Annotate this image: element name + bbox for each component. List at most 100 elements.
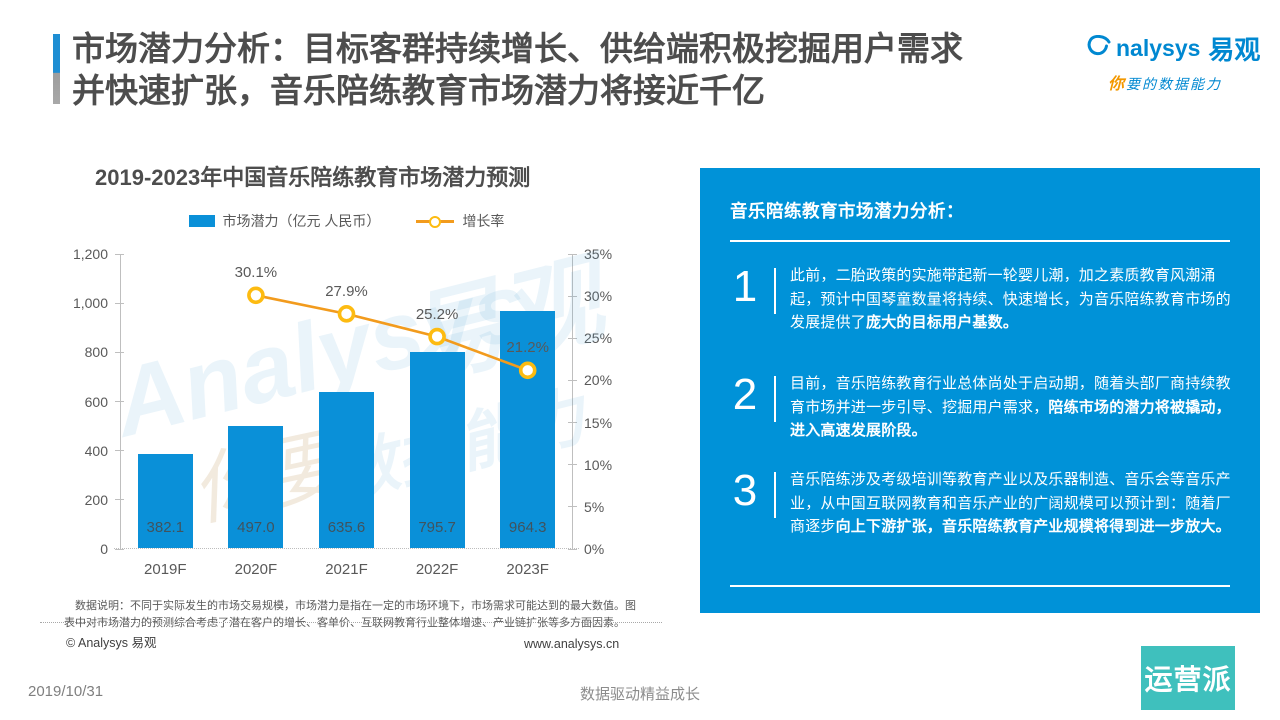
growth-rate-label: 30.1%: [234, 264, 278, 282]
x-axis-category-label: 2022F: [415, 561, 459, 578]
market-potential-bar: [228, 425, 284, 548]
note-divider: [40, 622, 662, 623]
right-axis-tick-label: 30%: [584, 288, 613, 305]
x-axis-category-label: 2021F: [325, 561, 368, 578]
point-number: 2: [732, 370, 758, 419]
left-axis-tick-label: 600: [84, 393, 108, 410]
point-text-normal: 音乐陪练涉及考级培训等教育产业以及乐器制造、音乐会等音乐产业，从中国互联网教育和…: [790, 471, 1231, 536]
market-potential-bar: [409, 352, 465, 548]
analysis-panel: 音乐陪练教育市场潜力分析： 1 此前，二胎政策的实施带起新一轮婴儿潮，加之素质教…: [700, 168, 1260, 613]
market-potential-bar: [500, 310, 556, 548]
chart-legend: 市场潜力（亿元 人民币） 增长率: [120, 211, 573, 231]
logo-tagline-rest: 要的数据能力: [1126, 76, 1223, 92]
right-axis-tick: [568, 379, 577, 381]
page-title: 市场潜力分析：目标客群持续增长、供给端积极挖掘用户需求 并快速扩张，音乐陪练教育…: [72, 30, 963, 109]
analysis-point-1: 1 此前，二胎政策的实施带起新一轮婴儿潮，加之素质教育风潮涌起，预计中国琴童数量…: [724, 262, 1236, 335]
point-text-bold: 庞大的目标用户基数。: [866, 314, 1019, 332]
slogan-text: 数据驱动精益成长: [579, 686, 700, 703]
legend-bar-swatch: [188, 215, 215, 227]
point-separator: [774, 472, 776, 518]
left-axis-tick-label: 1,000: [72, 295, 108, 312]
growth-rate-label: 27.9%: [325, 282, 368, 300]
right-axis-tick: [568, 464, 577, 466]
analysis-point-2: 2 目前，音乐陪练教育行业总体尚处于启动期，随着头部厂商持续教育市场并进一步引导…: [724, 370, 1236, 443]
website-text: www.analysys.cn: [524, 637, 620, 651]
panel-heading: 音乐陪练教育市场潜力分析：: [730, 201, 964, 221]
x-axis-category-label: 2019F: [144, 561, 187, 578]
bar-value-label: 635.6: [327, 519, 366, 536]
right-axis-tick-label: 35%: [584, 246, 613, 262]
point-separator: [774, 376, 776, 422]
logo-brand-cn: 易观: [1208, 35, 1261, 65]
title-accent-bar: [53, 34, 60, 104]
legend-item-market-potential: 市场潜力（亿元 人民币）: [188, 211, 381, 231]
right-axis-line: [572, 254, 573, 549]
analysys-logo: nalysys 易观 你要的数据能力: [1086, 30, 1266, 94]
x-axis-baseline: [114, 548, 579, 549]
left-axis-tick: [115, 302, 124, 304]
x-axis-category-label: 2023F: [506, 561, 549, 578]
right-axis-tick-label: 25%: [584, 330, 613, 347]
copyright-text: © Analysys 易观: [66, 636, 157, 650]
bar-value-label: 382.1: [146, 519, 185, 536]
point-separator: [774, 268, 776, 314]
yunyingpai-badge: 运营派: [1141, 646, 1235, 710]
chart-title: 2019-2023年中国音乐陪练教育市场潜力预测: [95, 165, 531, 190]
logo-tagline-accent: 你: [1108, 76, 1127, 93]
right-axis-tick: [568, 506, 577, 508]
panel-bottom-rule: [730, 585, 1230, 587]
right-axis-tick-label: 0%: [584, 541, 605, 557]
right-axis-tick: [568, 422, 577, 424]
point-text-normal: 目前，音乐陪练教育行业总体尚处于启动期，随着头部厂商持续教育市场并进一步引导、挖…: [790, 375, 1231, 416]
left-axis-tick: [115, 450, 124, 452]
right-axis-tick: [568, 548, 577, 550]
point-number: 1: [732, 262, 758, 311]
legend-line-label: 增长率: [462, 213, 505, 229]
point-text-bold: 陪练市场的潜力将被撬动，进入高速发展阶段。: [790, 398, 1231, 440]
panel-top-rule: [730, 240, 1230, 242]
market-potential-bar: [319, 391, 374, 548]
right-axis-tick-label: 20%: [584, 372, 613, 389]
growth-rate-line: [247, 286, 537, 380]
analysys-swoosh-icon: [1086, 35, 1112, 62]
point-text: 音乐陪练涉及考级培训等教育产业以及乐器制造、音乐会等音乐产业，从中国互联网教育和…: [790, 468, 1236, 539]
right-axis-tick-label: 5%: [584, 498, 605, 515]
left-axis-tick-label: 400: [84, 442, 108, 459]
growth-rate-label: 21.2%: [506, 339, 549, 357]
legend-line-swatch: [416, 215, 455, 228]
point-text-bold: 向上下游扩张，音乐陪练教育产业规模将得到进一步放大。: [835, 518, 1231, 536]
point-text: 此前，二胎政策的实施带起新一轮婴儿潮，加之素质教育风潮涌起，预计中国琴童数量将持…: [790, 264, 1236, 335]
right-axis-tick: [568, 253, 577, 255]
left-axis-tick: [115, 548, 124, 550]
point-number: 3: [732, 466, 758, 515]
left-axis-tick-label: 800: [84, 344, 108, 361]
bar-value-label: 964.3: [508, 519, 547, 536]
left-axis-tick-label: 200: [84, 491, 108, 508]
market-potential-bar: [137, 454, 193, 548]
right-axis-tick-label: 10%: [584, 456, 613, 473]
right-axis-tick-label: 15%: [584, 414, 613, 431]
logo-brand-text: nalysys: [1116, 35, 1201, 61]
point-text-normal: 此前，二胎政策的实施带起新一轮婴儿潮，加之素质教育风潮涌起，预计中国琴童数量将持…: [790, 267, 1231, 332]
legend-bar-label: 市场潜力（亿元 人民币）: [222, 213, 381, 229]
logo-tagline: 你要的数据能力: [1086, 70, 1266, 94]
left-axis-tick-label: 0: [100, 541, 108, 557]
left-axis-tick: [115, 499, 124, 501]
date-text: 2019/10/31: [28, 683, 104, 700]
right-axis-tick: [568, 337, 577, 339]
x-axis-category-label: 2020F: [234, 561, 278, 578]
bar-value-label: 497.0: [237, 519, 275, 536]
right-axis-tick: [568, 295, 577, 297]
left-axis-tick: [115, 401, 124, 402]
analysis-point-3: 3 音乐陪练涉及考级培训等教育产业以及乐器制造、音乐会等音乐产业，从中国互联网教…: [724, 466, 1236, 539]
legend-item-growth-rate: 增长率: [416, 211, 504, 231]
point-text: 目前，音乐陪练教育行业总体尚处于启动期，随着头部厂商持续教育市场并进一步引导、挖…: [790, 372, 1236, 443]
bar-value-label: 795.7: [418, 519, 456, 536]
plot-area: 0 200 400 600 800 1,000 1,200 0% 5% 10% 15% 20% 25% 3…: [73, 246, 612, 578]
left-axis-tick-label: 1,200: [72, 246, 108, 262]
data-note: 数据说明：不同于实际发生的市场交易规模，市场潜力是指在一定的市场环境下，市场需求…: [64, 600, 636, 629]
growth-rate-label: 25.2%: [415, 305, 459, 323]
left-axis-tick: [115, 351, 124, 353]
left-axis-tick: [115, 253, 124, 255]
